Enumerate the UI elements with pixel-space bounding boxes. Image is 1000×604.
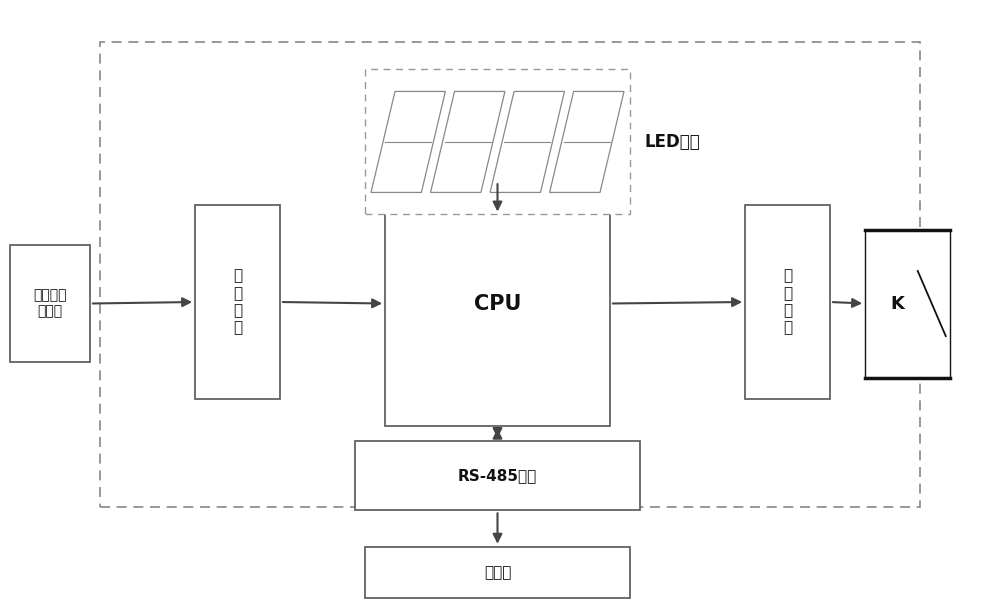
Text: 上位机: 上位机 bbox=[484, 565, 511, 580]
Bar bbox=[865, 230, 950, 378]
Text: RS-485串口: RS-485串口 bbox=[458, 468, 537, 483]
Bar bbox=[745, 205, 830, 399]
Text: 三相电流
互感器: 三相电流 互感器 bbox=[33, 288, 67, 319]
Bar bbox=[365, 69, 630, 214]
Text: LED显示: LED显示 bbox=[645, 133, 701, 151]
Bar bbox=[355, 441, 640, 510]
Bar bbox=[195, 205, 280, 399]
Text: K: K bbox=[890, 295, 904, 312]
Text: 输
出
模
块: 输 出 模 块 bbox=[783, 268, 792, 336]
Text: 输
入
模
块: 输 入 模 块 bbox=[233, 268, 242, 336]
Bar bbox=[385, 181, 610, 426]
Text: CPU: CPU bbox=[474, 294, 521, 313]
Bar bbox=[100, 42, 920, 507]
Bar bbox=[365, 547, 630, 598]
Bar bbox=[10, 245, 90, 362]
